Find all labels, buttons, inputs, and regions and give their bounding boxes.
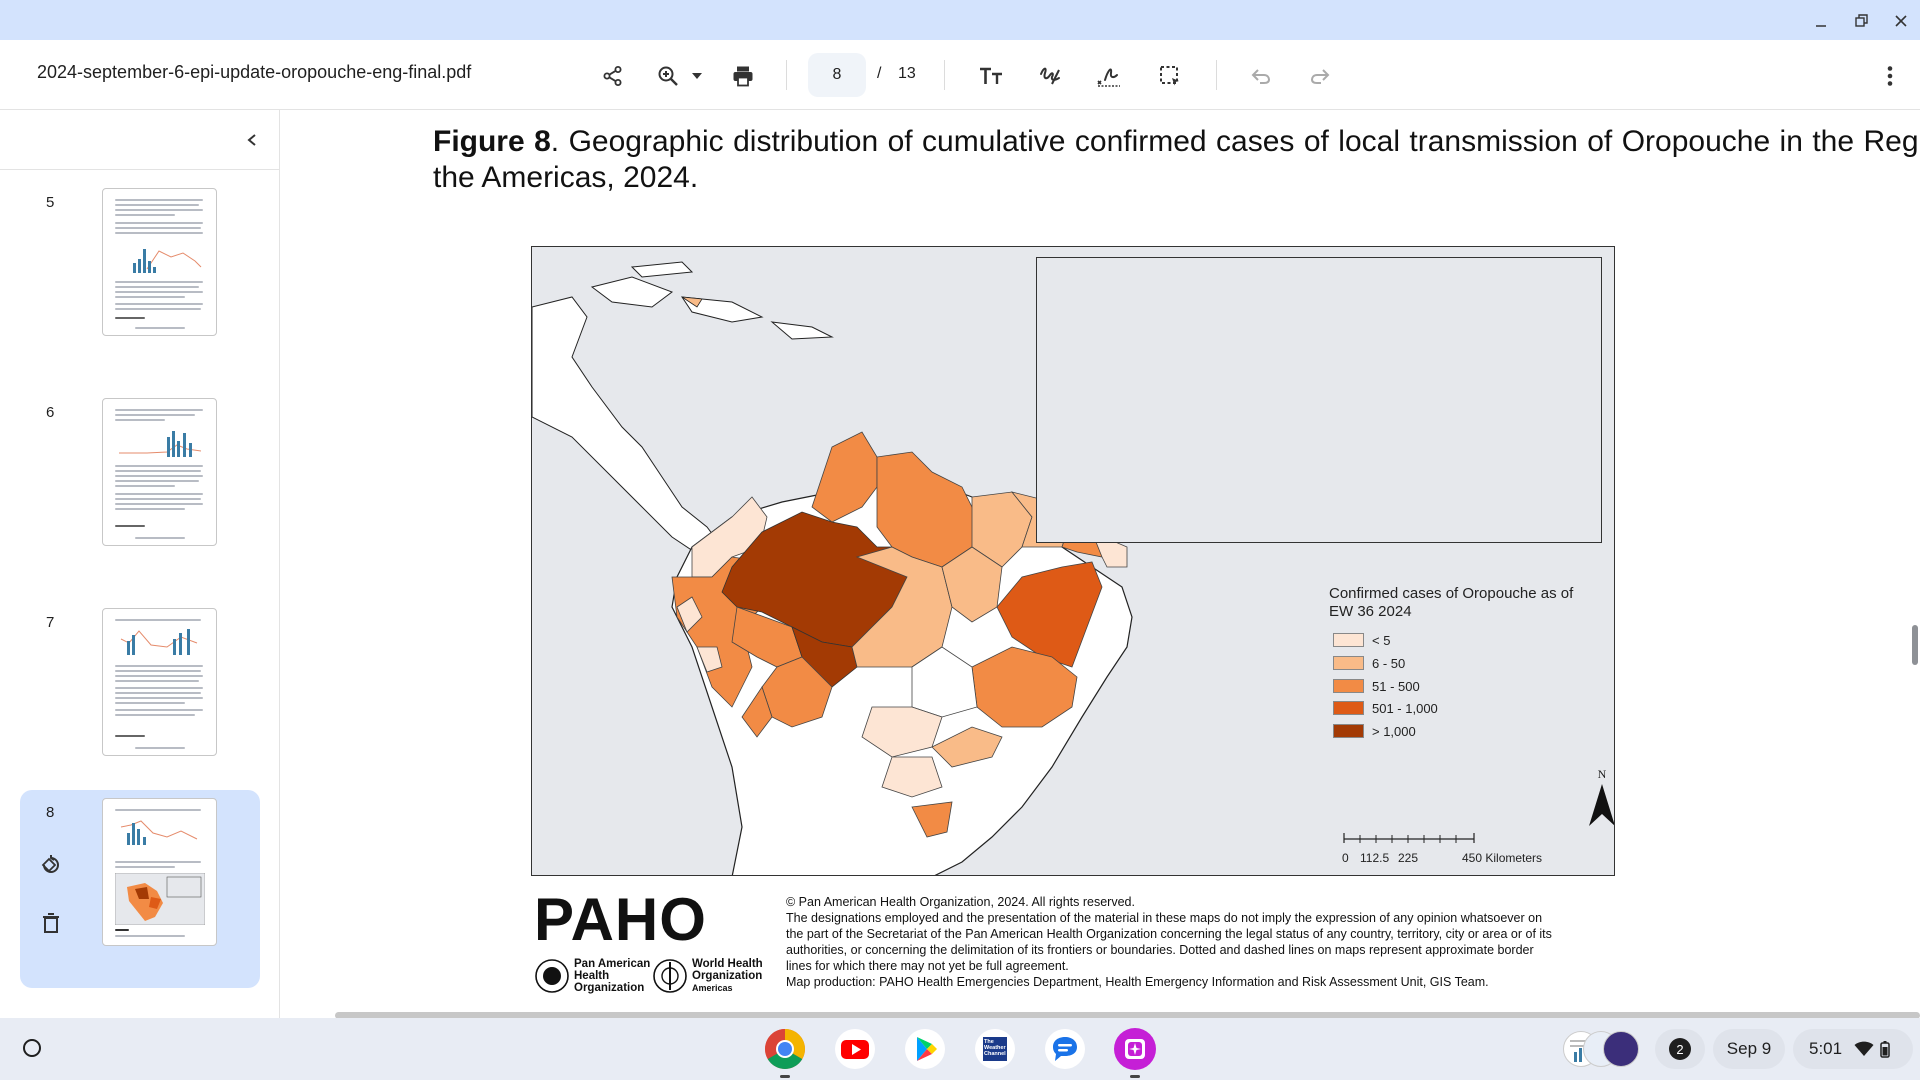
- draw-icon[interactable]: [1034, 60, 1066, 92]
- scale-label: 450 Kilometers: [1462, 851, 1543, 865]
- launcher-button[interactable]: [14, 1030, 50, 1066]
- legend-swatch: [1333, 701, 1364, 715]
- figure-label: Figure 8: [433, 125, 551, 158]
- legend-item: > 1,000: [1333, 722, 1416, 740]
- minimize-icon[interactable]: [1808, 8, 1834, 34]
- figure-title: . Geographic distribution of cumulative …: [433, 125, 1920, 194]
- thumbnail-page-8[interactable]: [102, 798, 217, 946]
- weather-app-label: The Weather Channel: [984, 1039, 1006, 1057]
- zoom-icon[interactable]: [652, 60, 684, 92]
- total-pages: 13: [898, 65, 916, 82]
- holding-space-previews[interactable]: [1563, 1027, 1645, 1071]
- north-label: N: [1597, 767, 1607, 781]
- map-figure: Confirmed cases of Oropouche as of EW 36…: [531, 246, 1615, 876]
- who-emblem-icon: [653, 959, 687, 993]
- thumbnail-page-number: 8: [46, 804, 55, 821]
- legend-title: Confirmed cases of Oropouche as of EW 36…: [1329, 585, 1574, 620]
- horizontal-scrollbar[interactable]: [335, 1012, 1920, 1019]
- paho-emblem-icon: [535, 959, 569, 993]
- share-icon[interactable]: [597, 60, 629, 92]
- map-disclaimer: © Pan American Health Organization, 2024…: [786, 895, 1552, 989]
- legend-swatch: [1333, 724, 1364, 738]
- chrome-icon[interactable]: [763, 1027, 807, 1078]
- legend-item: < 5: [1333, 631, 1390, 649]
- who-org-name: World Health Organization Americas: [692, 958, 763, 993]
- sidebar-header: [0, 110, 280, 170]
- messages-icon[interactable]: [1043, 1027, 1087, 1071]
- page-number-input[interactable]: 8: [808, 53, 866, 97]
- weather-channel-icon[interactable]: The Weather Channel: [973, 1027, 1017, 1071]
- youtube-icon[interactable]: [833, 1027, 877, 1071]
- north-arrow: N: [1582, 767, 1614, 832]
- thumbnail-row-5[interactable]: 5: [20, 180, 260, 378]
- thumbnail-page-number: 5: [46, 194, 55, 211]
- toolbar-divider: [1216, 60, 1217, 90]
- scale-bar: [1343, 833, 1475, 843]
- more-icon[interactable]: [1874, 60, 1906, 92]
- thumbnail-page-number: 7: [46, 614, 55, 631]
- file-name: 2024-september-6-epi-update-oropouche-en…: [37, 62, 472, 82]
- legend-item: 6 - 50: [1333, 654, 1405, 672]
- caribbean-inset-map: [1036, 257, 1602, 543]
- thumbnail-row-8[interactable]: 8: [20, 790, 260, 988]
- collapse-sidebar-icon[interactable]: [240, 128, 264, 152]
- thumbnail-page-7[interactable]: [102, 608, 217, 756]
- thumbnail-row-6[interactable]: 6: [20, 390, 260, 588]
- legend-item: 51 - 500: [1333, 677, 1420, 695]
- document-viewer: Figure 8. Geographic distribution of cum…: [281, 110, 1920, 1018]
- delete-page-icon[interactable]: [38, 910, 64, 936]
- pdf-toolbar: 2024-september-6-epi-update-oropouche-en…: [0, 40, 1920, 110]
- legend-swatch: [1333, 633, 1364, 647]
- scale-label: 0: [1342, 851, 1349, 865]
- vertical-scrollbar[interactable]: [1912, 625, 1918, 665]
- text-icon[interactable]: [975, 60, 1007, 92]
- undo-icon[interactable]: [1245, 60, 1277, 92]
- south-america-map: [532, 261, 1490, 875]
- legend-swatch: [1333, 679, 1364, 693]
- thumbnail-row-7[interactable]: 7: [20, 600, 260, 798]
- thumbnail-page-number: 6: [46, 404, 55, 421]
- close-icon[interactable]: [1888, 8, 1914, 34]
- notification-counter[interactable]: 2: [1655, 1029, 1705, 1069]
- legend-swatch: [1333, 656, 1364, 670]
- wifi-icon: [1854, 1041, 1874, 1056]
- thumbnail-page-5[interactable]: [102, 188, 217, 336]
- thumbnail-sidebar: 5 6 7: [0, 110, 280, 1018]
- figure-caption: Figure 8. Geographic distribution of cum…: [433, 124, 1920, 196]
- battery-icon: [1880, 1041, 1890, 1058]
- clock: 5:01: [1809, 1039, 1843, 1058]
- play-store-icon[interactable]: [903, 1027, 947, 1071]
- thumbnail-page-6[interactable]: [102, 398, 217, 546]
- date-display[interactable]: Sep 9: [1713, 1029, 1785, 1069]
- paho-logo: PAHO Pan American Health Organization Wo…: [534, 890, 774, 1010]
- chevron-down-icon[interactable]: [682, 60, 712, 92]
- window-titlebar: [0, 0, 1920, 40]
- signature-icon[interactable]: [1093, 60, 1125, 92]
- select-area-icon[interactable]: [1154, 60, 1186, 92]
- scale-label: 112.5: [1360, 851, 1390, 865]
- legend-item: 501 - 1,000: [1333, 699, 1438, 717]
- paho-org-name: Pan American Health Organization: [574, 958, 651, 994]
- app-running-indicator: [1130, 1075, 1140, 1078]
- status-area[interactable]: 5:01: [1793, 1029, 1913, 1069]
- scale-label: 225: [1398, 851, 1419, 865]
- system-shelf: The Weather Channel 2 Sep 9 5:01: [0, 1018, 1920, 1080]
- page-separator: /: [877, 65, 882, 82]
- restore-icon[interactable]: [1848, 8, 1874, 34]
- toolbar-divider: [786, 60, 787, 90]
- app-running-indicator: [780, 1075, 790, 1078]
- gallery-icon[interactable]: [1113, 1027, 1157, 1078]
- toolbar-divider: [944, 60, 945, 90]
- print-icon[interactable]: [727, 60, 759, 92]
- redo-icon[interactable]: [1304, 60, 1336, 92]
- paho-wordmark: PAHO: [534, 886, 707, 953]
- rotate-page-icon[interactable]: [38, 852, 64, 878]
